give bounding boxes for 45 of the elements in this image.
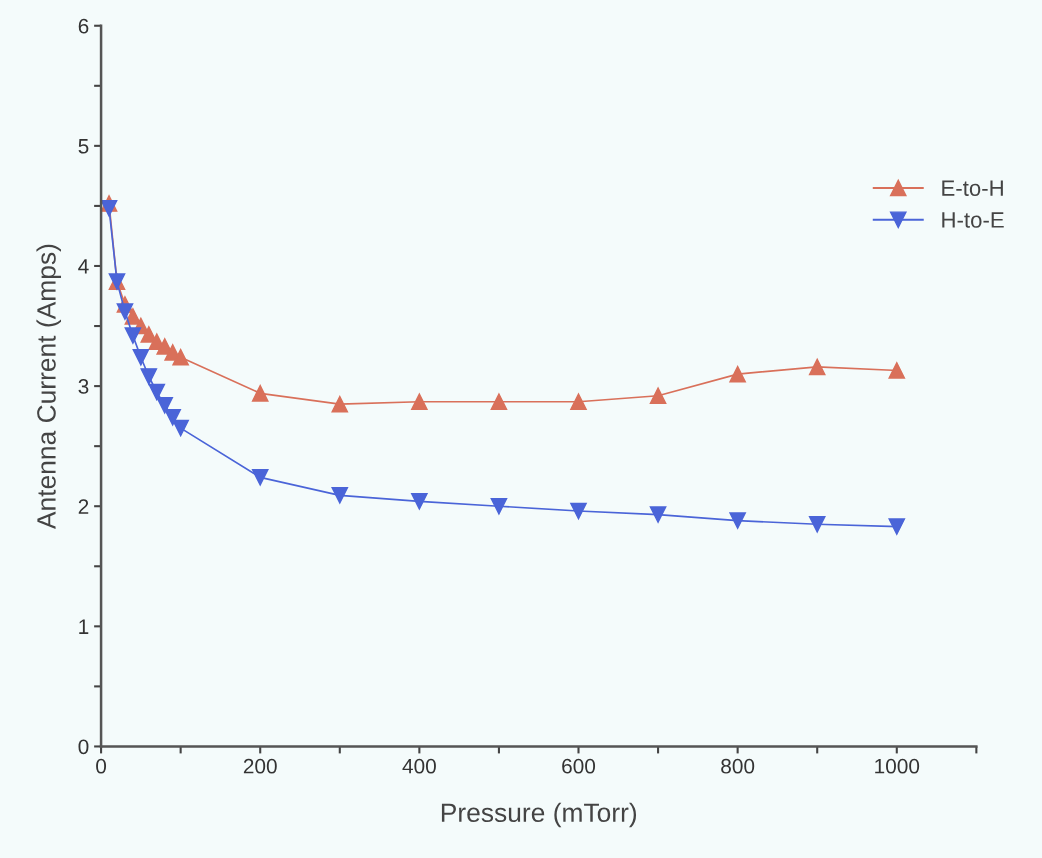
point: [649, 506, 667, 523]
point: [490, 497, 508, 515]
point: [251, 469, 269, 486]
y-tick-label: 3: [78, 379, 89, 394]
point: [411, 393, 428, 411]
point: [148, 383, 166, 401]
y-tick-label: 6: [78, 18, 89, 34]
point: [251, 384, 269, 402]
x-axis-title: Pressure (mTorr): [441, 802, 637, 828]
y-tick-label: 1: [79, 619, 89, 634]
point: [729, 365, 746, 383]
point: [649, 387, 667, 405]
y-tick-label: 4: [78, 259, 89, 274]
point: [411, 493, 428, 510]
x-tick-label: 600: [562, 758, 596, 774]
point: [140, 368, 158, 385]
y-tick-label: 0: [78, 739, 89, 755]
x-tick-label: 200: [243, 758, 277, 774]
point: [116, 303, 134, 320]
x-tick-label: 400: [402, 758, 436, 774]
point: [729, 512, 746, 529]
legend-label: E-to-H: [942, 180, 1003, 196]
point: [172, 419, 189, 437]
y-tick-label: 5: [78, 139, 89, 154]
point: [331, 487, 349, 504]
point: [164, 408, 182, 426]
point: [888, 518, 906, 535]
point: [570, 393, 587, 411]
point: [132, 348, 150, 366]
x-tick-label: 800: [721, 758, 755, 774]
y-tick-label: 2: [78, 499, 89, 514]
point: [124, 327, 142, 344]
legend-label: H-to-E: [942, 212, 1004, 228]
point: [808, 358, 826, 376]
point: [101, 199, 118, 217]
point: [331, 395, 349, 413]
point: [490, 393, 508, 411]
point: [888, 362, 906, 379]
point: [172, 348, 189, 366]
point: [808, 515, 826, 533]
x-tick-label: 0: [96, 758, 107, 774]
point: [570, 502, 587, 520]
point: [156, 396, 174, 414]
x-tick-label: 1000: [875, 758, 920, 774]
y-axis-title: Antenna Current (Amps): [36, 244, 62, 530]
